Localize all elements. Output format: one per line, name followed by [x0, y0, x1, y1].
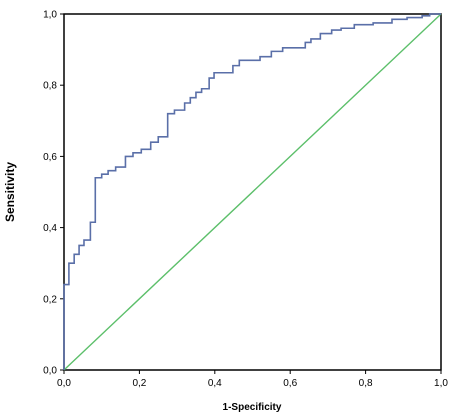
x-tick-label: 0,8 [359, 378, 373, 389]
y-tick-label: 0,0 [43, 366, 57, 377]
y-tick-label: 0,8 [43, 81, 57, 92]
y-axis-label: Sensitivity [3, 162, 17, 222]
x-tick-label: 0,2 [132, 378, 146, 389]
reference-diagonal-line [63, 13, 442, 371]
y-tick-label: 0,2 [43, 294, 57, 305]
plot-frame [63, 13, 442, 371]
y-axis-ticks: 0,0 0,2 0,4 0,6 0,8 1,0 [43, 10, 64, 377]
x-tick-label: 0,6 [283, 378, 297, 389]
y-tick-label: 0,6 [43, 152, 57, 163]
x-tick-label: 1,0 [434, 378, 448, 389]
roc-curve-line [63, 13, 441, 370]
x-tick-label: 0,4 [208, 378, 222, 389]
x-axis-ticks: 0,0 0,2 0,4 0,6 0,8 1,0 [57, 370, 448, 389]
x-tick-label: 0,0 [57, 378, 71, 389]
y-tick-label: 0,4 [43, 223, 57, 234]
x-axis-label: 1-Specificity [223, 402, 282, 413]
y-tick-label: 1,0 [43, 10, 57, 21]
